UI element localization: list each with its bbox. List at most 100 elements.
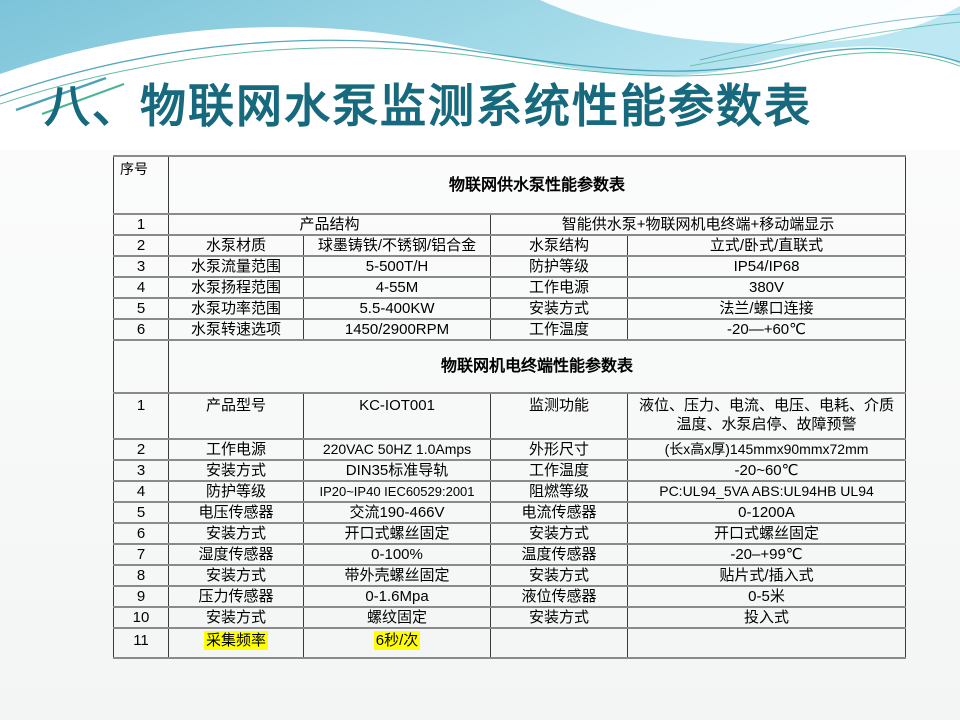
table-row: 物联网机电终端性能参数表 — [113, 339, 907, 394]
cell-value: 法兰/螺口连接 — [626, 297, 907, 320]
cell-value: 1450/2900RPM — [303, 318, 491, 341]
cell-value: 液位、压力、电流、电压、电耗、介质温度、水泵启停、故障预警 — [626, 392, 907, 440]
table-row: 3 水泵流量范围 5-500T/H 防护等级 IP54/IP68 — [113, 255, 907, 278]
cell-param: 采集频率 — [168, 627, 304, 659]
cell-value-empty — [626, 627, 907, 659]
table-row: 4 防护等级 IP20~IP40 IEC60529:2001 阻燃等级 PC:U… — [113, 480, 907, 503]
cell-no: 9 — [113, 585, 169, 608]
cell-param: 安装方式 — [490, 522, 628, 545]
cell-param: 工作电源 — [490, 276, 628, 299]
cell-value: -20~60℃ — [626, 459, 907, 482]
cell-value: IP54/IP68 — [626, 255, 907, 278]
index-column-header: 序号 — [113, 155, 169, 215]
cell-value: KC-IOT001 — [303, 392, 491, 440]
cell-value: 0-1200A — [626, 501, 907, 524]
cell-param: 湿度传感器 — [168, 543, 304, 566]
cell-param: 产品结构 — [168, 213, 491, 236]
wave-decoration — [0, 0, 960, 150]
cell-value: -20–+99℃ — [626, 543, 907, 566]
table-row: 7 湿度传感器 0-100% 温度传感器 -20–+99℃ — [113, 543, 907, 566]
cell-value: 球墨铸铁/不锈钢/铝合金 — [303, 234, 491, 257]
section1-title: 物联网供水泵性能参数表 — [167, 155, 907, 215]
table-row: 2 水泵材质 球墨铸铁/不锈钢/铝合金 水泵结构 立式/卧式/直联式 — [113, 234, 907, 257]
cell-no: 2 — [113, 438, 169, 461]
cell-value: 5.5-400KW — [303, 297, 491, 320]
table-row: 序号 物联网供水泵性能参数表 — [113, 155, 907, 215]
cell-param: 安装方式 — [168, 522, 304, 545]
cell-param: 监测功能 — [490, 392, 628, 440]
table-row: 8 安装方式 带外壳螺丝固定 安装方式 贴片式/插入式 — [113, 564, 907, 587]
cell-value: 智能供水泵+物联网机电终端+移动端显示 — [489, 213, 907, 236]
cell-no: 6 — [113, 318, 169, 341]
cell-no: 1 — [113, 213, 169, 236]
table-row: 10 安装方式 螺纹固定 安装方式 投入式 — [113, 606, 907, 629]
cell-value: 220VAC 50HZ 1.0Amps — [303, 438, 491, 461]
cell-param: 电压传感器 — [168, 501, 304, 524]
table-row: 1 产品型号 KC-IOT001 监测功能 液位、压力、电流、电压、电耗、介质温… — [113, 392, 907, 440]
cell-param-empty — [490, 627, 628, 659]
cell-param: 工作温度 — [490, 459, 628, 482]
cell-param: 水泵材质 — [168, 234, 304, 257]
cell-value: 带外壳螺丝固定 — [303, 564, 491, 587]
cell-param: 压力传感器 — [168, 585, 304, 608]
cell-param: 工作温度 — [490, 318, 628, 341]
cell-value: 4-55M — [303, 276, 491, 299]
cell-param: 阻燃等级 — [490, 480, 628, 503]
cell-value: IP20~IP40 IEC60529:2001 — [303, 480, 491, 503]
cell-param: 安装方式 — [168, 459, 304, 482]
table-row: 2 工作电源 220VAC 50HZ 1.0Amps 外形尺寸 (长x高x厚)1… — [113, 438, 907, 461]
cell-no: 8 — [113, 564, 169, 587]
highlighted-value: 6秒/次 — [373, 631, 421, 650]
cell-param: 水泵结构 — [490, 234, 628, 257]
cell-value: 0-5米 — [626, 585, 907, 608]
highlighted-param: 采集频率 — [203, 631, 268, 650]
table-row: 5 水泵功率范围 5.5-400KW 安装方式 法兰/螺口连接 — [113, 297, 907, 320]
cell-value: 投入式 — [626, 606, 907, 629]
cell-value: 交流190-466V — [303, 501, 491, 524]
cell-value: 5-500T/H — [303, 255, 491, 278]
cell-value: 380V — [626, 276, 907, 299]
wave-crest — [540, 0, 960, 44]
cell-no: 10 — [113, 606, 169, 629]
cell-param: 防护等级 — [168, 480, 304, 503]
table-row: 5 电压传感器 交流190-466V 电流传感器 0-1200A — [113, 501, 907, 524]
cell-no-empty — [113, 339, 169, 394]
cell-param: 外形尺寸 — [490, 438, 628, 461]
cell-param: 防护等级 — [490, 255, 628, 278]
table-row: 9 压力传感器 0-1.6Mpa 液位传感器 0-5米 — [113, 585, 907, 608]
cell-no: 4 — [113, 276, 169, 299]
cell-value: DIN35标准导轨 — [303, 459, 491, 482]
page-title: 八、物联网水泵监测系统性能参数表 — [44, 80, 812, 132]
cell-no: 5 — [113, 297, 169, 320]
cell-value: PC:UL94_5VA ABS:UL94HB UL94 — [626, 480, 907, 503]
cell-param: 电流传感器 — [490, 501, 628, 524]
cell-param: 水泵流量范围 — [168, 255, 304, 278]
parameters-table: 序号 物联网供水泵性能参数表 1 产品结构 智能供水泵+物联网机电终端+移动端显… — [113, 155, 907, 659]
cell-no: 4 — [113, 480, 169, 503]
cell-param: 温度传感器 — [490, 543, 628, 566]
cell-no: 7 — [113, 543, 169, 566]
wave-swoosh — [0, 27, 960, 150]
cell-no: 3 — [113, 255, 169, 278]
cell-value: (长x高x厚)145mmx90mmx72mm — [626, 438, 907, 461]
table-row: 11 采集频率 6秒/次 — [113, 627, 907, 659]
cell-value: 0-1.6Mpa — [303, 585, 491, 608]
table-row: 4 水泵扬程范围 4-55M 工作电源 380V — [113, 276, 907, 299]
table-row: 1 产品结构 智能供水泵+物联网机电终端+移动端显示 — [113, 213, 907, 236]
cell-param: 水泵转速选项 — [168, 318, 304, 341]
cell-param: 安装方式 — [490, 564, 628, 587]
cell-param: 安装方式 — [490, 606, 628, 629]
cell-no: 1 — [113, 392, 169, 440]
table-row: 6 水泵转速选项 1450/2900RPM 工作温度 -20—+60℃ — [113, 318, 907, 341]
cell-param: 水泵功率范围 — [168, 297, 304, 320]
cell-no: 6 — [113, 522, 169, 545]
cell-param: 安装方式 — [168, 564, 304, 587]
cell-no: 5 — [113, 501, 169, 524]
section2-title: 物联网机电终端性能参数表 — [167, 339, 907, 394]
cell-no: 2 — [113, 234, 169, 257]
table-row: 6 安装方式 开口式螺丝固定 安装方式 开口式螺丝固定 — [113, 522, 907, 545]
table-row: 3 安装方式 DIN35标准导轨 工作温度 -20~60℃ — [113, 459, 907, 482]
cell-value: 立式/卧式/直联式 — [626, 234, 907, 257]
cell-param: 液位传感器 — [490, 585, 628, 608]
